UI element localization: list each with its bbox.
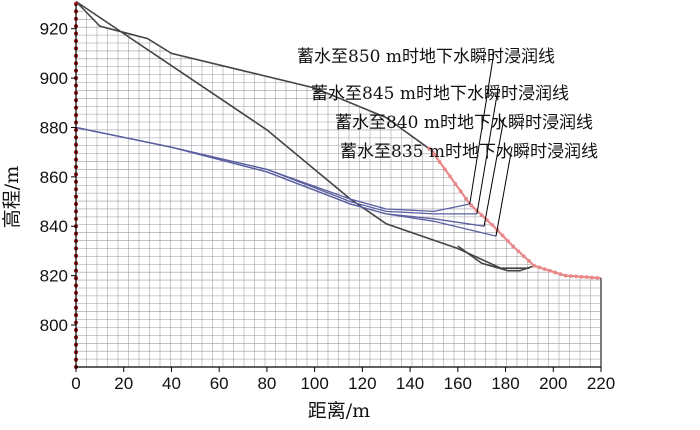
x-tick-label: 160	[444, 374, 472, 393]
y-tick-label: 920	[40, 20, 68, 39]
x-tick-label: 200	[539, 374, 567, 393]
reservoir-node	[479, 213, 484, 218]
callout-leader-3	[483, 117, 505, 227]
x-tick-label: 220	[587, 374, 615, 393]
x-tick-label: 180	[491, 374, 519, 393]
reservoir-node	[427, 146, 432, 151]
callout-leader-2	[476, 88, 499, 214]
reservoir-node	[558, 272, 563, 277]
reservoir-node	[579, 274, 584, 279]
y-tick-label: 900	[40, 69, 68, 88]
reservoir-node	[590, 275, 594, 280]
reservoir-node	[469, 203, 474, 208]
reservoir-node	[485, 218, 489, 222]
callout-label-1: 蓄水至850 m时地下水瞬时浸润线	[297, 47, 555, 67]
x-tick-label: 120	[348, 374, 376, 393]
reservoir-node	[548, 268, 552, 273]
callout-label-4: 蓄水至835 m时地下水瞬时浸润线	[340, 142, 598, 162]
reservoir-node	[516, 249, 521, 254]
callout-leader-1	[469, 51, 495, 205]
y-axis-title: 高程/m	[1, 166, 23, 228]
y-tick-label: 840	[40, 217, 68, 236]
reservoir-node	[527, 259, 531, 263]
x-tick-label: 140	[396, 374, 424, 393]
reservoir-node	[490, 223, 495, 227]
x-tick-label: 100	[300, 374, 328, 393]
reservoir-node	[563, 273, 568, 278]
reservoir-node	[569, 274, 573, 278]
x-tick-label: 20	[114, 374, 133, 393]
seepage-lines	[75, 126, 497, 237]
reservoir-node	[574, 274, 579, 279]
reservoir-node	[532, 263, 537, 268]
reservoir-node	[506, 239, 510, 243]
x-axis-title: 距离/m	[308, 400, 370, 422]
mesh-grid	[75, 1, 602, 368]
y-tick-label: 860	[40, 168, 68, 187]
slip-surface	[75, 0, 530, 270]
callout-label-2: 蓄水至845 m时地下水瞬时浸润线	[311, 84, 569, 104]
reservoir-node	[537, 265, 542, 270]
x-tick-label: 80	[257, 374, 276, 393]
x-tick-label: 0	[71, 374, 80, 393]
ground-surface	[75, 0, 435, 153]
reservoir-node	[448, 174, 453, 179]
y-tick-label: 820	[40, 267, 68, 286]
reservoir-node	[584, 275, 589, 280]
reservoir-node	[432, 152, 437, 157]
reservoir-node	[553, 270, 558, 275]
reservoir-node	[464, 196, 468, 201]
seepage-line-4	[75, 126, 497, 237]
x-tick-label: 60	[210, 374, 229, 393]
reservoir-node	[521, 254, 526, 258]
reservoir-node	[458, 189, 463, 194]
reservoir-node	[542, 267, 547, 271]
axes: 0 20 40 60 80 100 120 140 160 180 200 220 800 820 840 8…	[40, 4, 615, 393]
reservoir-node	[511, 244, 516, 249]
callout-leader-4	[495, 146, 513, 237]
reservoir-node	[443, 167, 447, 172]
x-tick-label: 40	[162, 374, 181, 393]
reservoir-node	[453, 182, 458, 186]
reservoir-boundary	[428, 146, 602, 280]
y-tick-label: 880	[40, 118, 68, 137]
reservoir-node	[595, 275, 600, 280]
y-tick-label: 800	[40, 316, 68, 335]
bedrock-line	[457, 245, 535, 272]
reservoir-node	[437, 160, 442, 164]
callout-label-3: 蓄水至840 m时地下水瞬时浸润线	[335, 113, 593, 133]
reservoir-node	[500, 233, 505, 238]
